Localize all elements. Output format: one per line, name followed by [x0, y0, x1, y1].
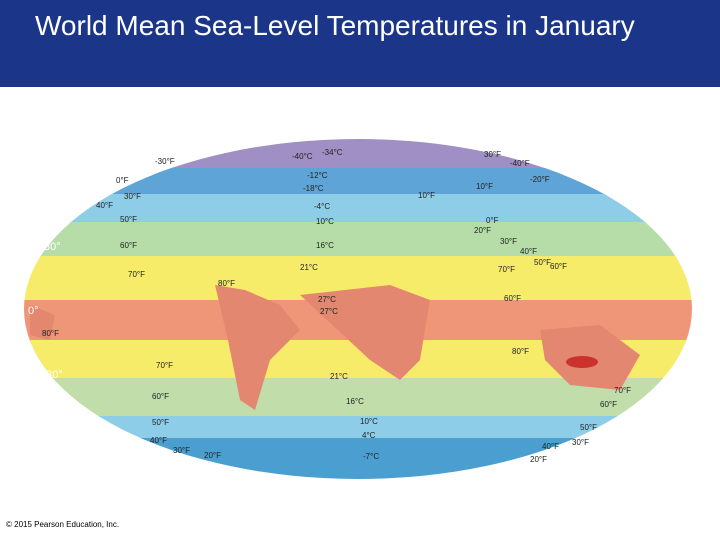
isotherm-label: 10°C	[316, 217, 334, 226]
isotherm-label: 50°F	[534, 258, 551, 267]
isotherm-label: 70°F	[156, 361, 173, 370]
isotherm-label: 60°F	[550, 262, 567, 271]
isotherm-label: 30°F	[500, 237, 517, 246]
isotherm-label: 40°F	[96, 201, 113, 210]
isotherm-label: 20°F	[530, 455, 547, 464]
isotherm-label: -7°C	[363, 452, 379, 461]
isotherm-label: 30°F	[124, 192, 141, 201]
isotherm-label: 80°F	[512, 347, 529, 356]
isotherm-labels: -30°F -40°C -34°C 30°F -40°F 0°F -12°C -20°F 30°…	[42, 148, 631, 464]
isotherm-label: 10°F	[476, 182, 493, 191]
isotherm-label: 50°F	[152, 418, 169, 427]
isotherm-label: 60°F	[600, 400, 617, 409]
isotherm-label: -40°F	[510, 159, 530, 168]
isotherm-label: 27°C	[320, 307, 338, 316]
isotherm-label: 16°C	[346, 397, 364, 406]
isotherm-label: 70°F	[498, 265, 515, 274]
isotherm-label: 21°C	[330, 372, 348, 381]
title-bar	[0, 0, 720, 87]
latitude-label: 60°	[100, 427, 117, 439]
isotherm-label: -4°C	[314, 202, 330, 211]
isotherm-label: 0°F	[486, 216, 499, 225]
isotherm-label: 60°F	[120, 241, 137, 250]
isotherm-label: -20°F	[530, 175, 550, 184]
latitude-label: 30°	[46, 369, 63, 381]
isotherm-label: 4°C	[362, 431, 376, 440]
isotherm-label: 70°F	[128, 270, 145, 279]
isotherm-label: 50°F	[120, 215, 137, 224]
isotherm-label: 40°F	[520, 247, 537, 256]
isotherm-label: -12°C	[307, 171, 328, 180]
isotherm-label: 30°F	[572, 438, 589, 447]
isotherm-label: 27°C	[318, 295, 336, 304]
isotherm-label: 40°F	[150, 436, 167, 445]
isotherm-label: 60°F	[152, 392, 169, 401]
isotherm-label: -40°C	[292, 152, 313, 161]
isotherm-label: 60°F	[504, 294, 521, 303]
latitude-label: 0°	[28, 305, 39, 317]
latitude-label: 60°	[96, 181, 113, 193]
isotherm-label: 0°F	[116, 176, 129, 185]
copyright: © 2015 Pearson Education, Inc.	[6, 520, 120, 529]
isotherm-label: 40°F	[542, 442, 559, 451]
isotherm-label: 80°F	[218, 279, 235, 288]
latitude-label: 30°	[44, 241, 61, 253]
isotherm-label: -18°C	[303, 184, 324, 193]
isotherm-label: 16°C	[316, 241, 334, 250]
isotherm-label: -34°C	[322, 148, 343, 157]
isotherm-label: 30°F	[173, 446, 190, 455]
isotherm-label: 70°F	[614, 386, 631, 395]
isotherm-label: 20°F	[204, 451, 221, 460]
isotherm-label: 30°F	[484, 150, 501, 159]
latitude-labels: 60° 30° 0° 30° 60°	[28, 181, 117, 439]
isotherm-label: 20°F	[474, 226, 491, 235]
isotherm-label: 10°F	[418, 191, 435, 200]
slide-title: World Mean Sea-Level Temperatures in Jan…	[35, 10, 635, 41]
isotherm-label: 50°F	[580, 423, 597, 432]
isotherm-label: -30°F	[155, 157, 175, 166]
isotherm-label: 80°F	[42, 329, 59, 338]
isotherm-label: 10°C	[360, 417, 378, 426]
isotherm-label: 21°C	[300, 263, 318, 272]
